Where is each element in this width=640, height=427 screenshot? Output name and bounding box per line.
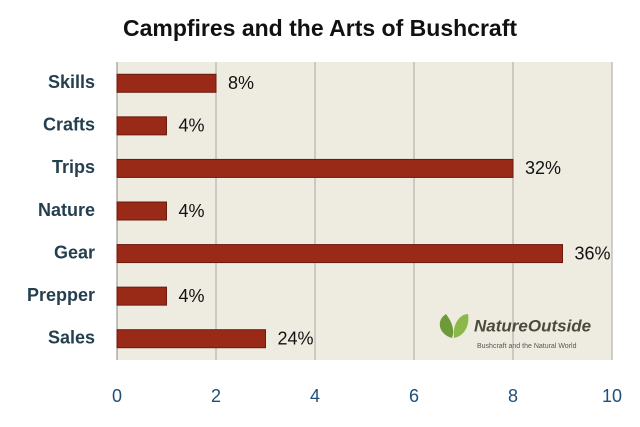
data-label: 4%: [179, 201, 205, 221]
bar: [116, 201, 167, 221]
x-tick-label: 2: [211, 386, 221, 406]
data-label: 36%: [575, 243, 611, 263]
bar: [116, 244, 563, 264]
watermark-logo: [439, 314, 469, 338]
data-label: 24%: [278, 328, 314, 348]
bar: [116, 116, 167, 136]
data-label: 8%: [228, 73, 254, 93]
data-label: 4%: [179, 286, 205, 306]
x-tick-label: 10: [602, 386, 622, 406]
x-tick-label: 4: [310, 386, 320, 406]
y-tick-label: Sales: [48, 327, 95, 347]
x-tick-label: 6: [409, 386, 419, 406]
y-tick-label: Gear: [54, 242, 95, 262]
y-tick-label: Crafts: [43, 115, 95, 135]
x-tick-label: 0: [112, 386, 122, 406]
watermark-title: NatureOutside: [474, 316, 591, 335]
y-tick-label: Nature: [38, 200, 95, 220]
watermark-subtitle: Bushcraft and the Natural World: [477, 343, 577, 350]
plot-area: [117, 62, 612, 360]
y-tick-label: Skills: [48, 72, 95, 92]
bar: [116, 286, 167, 306]
bar: [116, 329, 266, 349]
y-tick-label: Trips: [52, 157, 95, 177]
bar: [116, 158, 514, 178]
x-tick-label: 8: [508, 386, 518, 406]
data-label: 4%: [179, 116, 205, 136]
y-tick-label: Prepper: [27, 285, 95, 305]
data-label: 32%: [525, 158, 561, 178]
bar: [116, 73, 217, 93]
chart-title: Campfires and the Arts of Bushcraft: [123, 15, 517, 41]
